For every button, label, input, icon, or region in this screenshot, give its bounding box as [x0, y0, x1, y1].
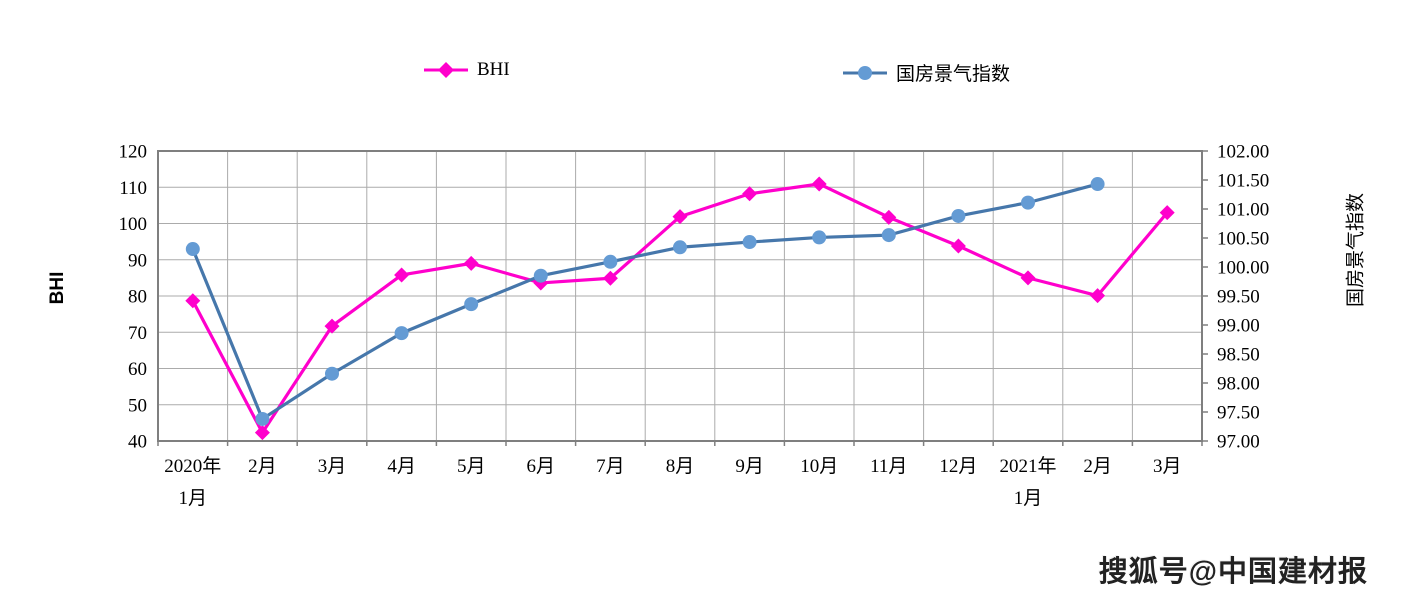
x-category-label: 12月	[939, 456, 977, 477]
right-axis-tick-label: 97.00	[1217, 432, 1260, 453]
guofang-series-marker-icon	[843, 65, 887, 80]
data-point-marker	[742, 186, 758, 202]
data-point-marker	[394, 326, 409, 341]
data-point-marker	[394, 267, 410, 283]
x-category-label: 4月	[387, 456, 416, 477]
x-category-label: 11月	[870, 456, 907, 477]
right-axis-tick-label: 101.50	[1217, 171, 1269, 192]
x-category-label: 9月	[735, 456, 764, 477]
right-axis-tick-label: 98.50	[1217, 345, 1260, 366]
data-point-marker	[602, 270, 618, 286]
data-point-marker	[603, 254, 618, 269]
right-axis-tick-label: 100.50	[1217, 229, 1269, 250]
data-point-marker	[812, 230, 827, 245]
right-axis-tick-label: 101.00	[1217, 200, 1269, 221]
left-axis-tick-label: 80	[128, 287, 147, 308]
x-category-label: 2020年 1月	[164, 455, 221, 509]
left-axis-tick-label: 70	[128, 323, 147, 344]
left-axis-tick-label: 60	[128, 359, 147, 380]
left-axis-tick-label: 50	[128, 395, 147, 416]
x-category-label: 2月	[1083, 456, 1112, 477]
legend-label-guofang-index: 国房景气指数	[896, 64, 1011, 85]
x-category-label: 10月	[800, 456, 838, 477]
data-point-marker	[255, 411, 270, 426]
data-point-marker	[811, 176, 827, 192]
data-point-marker	[325, 366, 339, 381]
data-point-marker	[463, 255, 479, 271]
series-line	[191, 182, 1099, 421]
bhi-series-marker-icon	[424, 62, 468, 78]
data-point-marker	[533, 268, 548, 283]
data-point-marker	[1090, 288, 1106, 304]
data-point-marker	[673, 240, 687, 255]
data-point-marker	[1159, 205, 1175, 221]
data-point-marker	[464, 297, 479, 312]
data-point-marker	[881, 209, 897, 225]
legend-item-guofang-index: 国房景气指数	[843, 59, 1010, 86]
data-point-marker	[1021, 195, 1035, 210]
data-point-marker	[324, 318, 340, 334]
data-point-marker	[1090, 177, 1105, 192]
left-axis-tick-label: 90	[128, 250, 147, 271]
x-category-label: 2月	[248, 456, 277, 477]
x-category-label: 3月	[318, 456, 347, 477]
right-axis-tick-label: 99.00	[1217, 316, 1260, 337]
data-point-marker	[185, 293, 201, 309]
data-point-marker	[742, 235, 757, 250]
right-axis-tick-label: 99.50	[1217, 287, 1260, 308]
data-point-marker	[185, 242, 200, 257]
left-axis-tick-label: 110	[119, 178, 147, 199]
data-point-marker	[254, 425, 270, 441]
left-axis-tick-label: 120	[119, 142, 148, 163]
data-point-marker	[1020, 270, 1036, 286]
right-axis-tick-label: 102.00	[1217, 142, 1269, 163]
right-axis-tick-label: 100.00	[1217, 258, 1269, 279]
left-axis-tick-label: 100	[119, 214, 148, 235]
data-point-marker	[881, 228, 896, 243]
legend-label-bhi: BHI	[477, 59, 510, 80]
x-category-label: 2021年 1月	[999, 455, 1056, 509]
left-axis-tick-label: 40	[128, 432, 147, 453]
data-point-marker	[672, 209, 688, 225]
data-point-marker	[951, 208, 966, 223]
watermark: 搜狐号@中国建材报	[1098, 556, 1368, 588]
right-axis-tick-label: 97.50	[1217, 403, 1260, 424]
legend-item-bhi: BHI	[424, 59, 510, 81]
x-category-label: 7月	[596, 456, 625, 477]
x-category-label: 8月	[666, 456, 695, 477]
data-point-marker	[950, 238, 966, 254]
x-category-label: 3月	[1153, 456, 1182, 477]
x-category-label: 5月	[457, 456, 486, 477]
right-axis-tick-label: 98.00	[1217, 374, 1260, 395]
x-category-label: 6月	[527, 456, 556, 477]
